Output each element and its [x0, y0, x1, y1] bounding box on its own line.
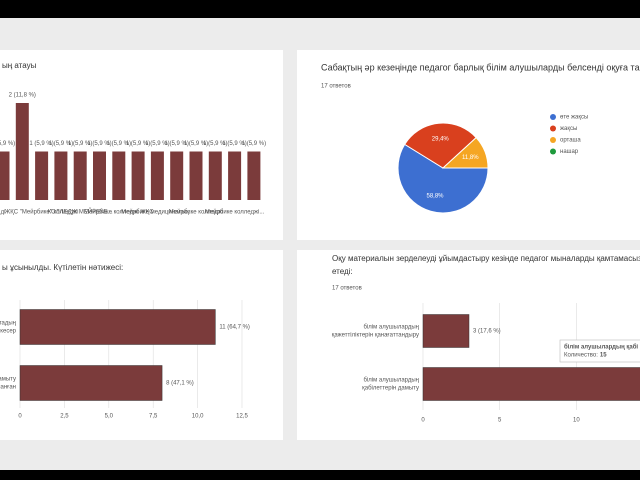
legend-dot: [550, 148, 556, 155]
x-tick-label: ЖҚС "Мейрбике" колледжі: [5, 209, 79, 216]
card-title: Сабақтың әр кезеңінде педагог барлық біл…: [321, 62, 640, 72]
bar: [208, 151, 222, 200]
x-tick-label: 7,5: [149, 414, 158, 420]
x-tick-label: 5,0: [105, 414, 114, 420]
legend-dot: [550, 114, 556, 120]
bar: [247, 151, 261, 200]
data-label: 1 (5,9 %): [68, 141, 92, 147]
pie-slice: [441, 136, 489, 169]
card-title: Оқу материалын зерделеуді ұйымдастыру ке…: [332, 254, 640, 263]
bar: [73, 151, 87, 200]
y-tick-label: білім алушылардың: [363, 378, 419, 384]
pie-slice: [404, 122, 477, 169]
data-label: 1 (5,9 %): [49, 141, 73, 147]
card: [0, 50, 283, 240]
x-tick-label: Мейрбике колледжі: [169, 209, 224, 216]
data-label: 1 (5,9 %): [184, 141, 208, 147]
legend-dot: [550, 125, 556, 132]
slice-label: 29,4%: [432, 136, 450, 142]
slice-label: 11,8%: [462, 155, 479, 161]
x-tick-label: КОЛЛЕДЖ МЕЙРЕКЕ...: [48, 208, 113, 216]
x-tick-label: Мейрбике медициналық...: [121, 209, 194, 216]
bar: [170, 151, 184, 200]
bar: [228, 151, 242, 200]
data-label: 1 (5,9 %): [222, 141, 246, 147]
legend-dot: [550, 137, 556, 143]
card-subtitle: етеді:: [332, 267, 353, 276]
card: [0, 250, 283, 440]
legend-label: нашар: [560, 149, 579, 155]
bar: [112, 151, 126, 200]
bar: [93, 151, 106, 200]
x-tick-label: Мейрбике колледжі...: [205, 209, 265, 216]
data-label: 1 (5,9 %): [242, 141, 266, 147]
y-tick-label: қабілеттерін дамыту: [362, 386, 419, 392]
x-tick-label: 5: [498, 418, 502, 424]
x-tick-label: 0: [18, 414, 22, 420]
data-label: 1 (5,9 %): [0, 141, 15, 147]
data-label: 1 (5,9 %): [165, 141, 189, 147]
bar: [35, 151, 49, 200]
x-tick-label: 0: [421, 418, 425, 424]
bar: [54, 151, 68, 200]
x-tick-label: 2,5: [60, 414, 69, 420]
bar: [19, 309, 216, 345]
tooltip-value: 15: [600, 353, 607, 359]
y-tick-label: кесер: [0, 329, 16, 335]
legend-label: жақсы: [560, 126, 577, 132]
bar: [189, 151, 203, 200]
data-label: 1 (5,9 %): [107, 141, 131, 147]
bar: [150, 151, 164, 200]
pie-slice: [397, 143, 489, 214]
y-tick-label: амыту: [0, 377, 16, 383]
responses: 17 ответов: [332, 286, 362, 292]
data-label: 1 (5,9 %): [203, 141, 227, 147]
data-label: 1 (5,9 %): [145, 141, 169, 147]
responses: 17 ответов: [321, 84, 351, 90]
y-tick-label: тадың: [0, 321, 17, 327]
x-tick-label: 10,0: [192, 414, 204, 420]
card-title: ың атауы: [2, 61, 37, 70]
bar: [0, 151, 10, 200]
y-tick-label: қажеттіліктерін қанағаттандыру: [332, 333, 419, 339]
tooltip-title: білім алушылардың қабі: [564, 344, 638, 351]
data-label: 1 (5,9 %): [87, 141, 111, 147]
x-tick-label: ді: [1, 210, 6, 216]
data-label: 8 (47,1 %): [166, 381, 194, 387]
bar: [19, 365, 163, 401]
bar: [15, 103, 29, 200]
legend-label: өте жақсы: [560, 115, 588, 121]
data-label: 3 (17,6 %): [473, 329, 501, 335]
data-label: 1 (5,9 %): [126, 141, 150, 147]
data-label: 1 (5,9 %): [29, 141, 53, 147]
bar: [422, 367, 640, 401]
data-label: 2 (11,8 %): [9, 93, 36, 99]
y-tick-label: білім алушылардың: [363, 325, 419, 331]
legend-label: орташа: [560, 138, 581, 144]
tooltip: [559, 339, 640, 363]
bar: [131, 151, 145, 200]
x-tick-label: 10: [573, 418, 580, 424]
slice-label: 58,8%: [427, 194, 445, 200]
y-tick-label: ланған: [0, 385, 16, 391]
bar: [422, 314, 470, 348]
tooltip-label: Количество:: [564, 353, 598, 359]
x-tick-label: 12,5: [236, 414, 248, 420]
data-label: 11 (64,7 %): [219, 325, 250, 331]
x-tick-label: Мейрбике колледжі ЖҚС: [84, 209, 154, 216]
card-title: ы ұсынылды. Күтілетін нәтижесі:: [2, 263, 123, 272]
